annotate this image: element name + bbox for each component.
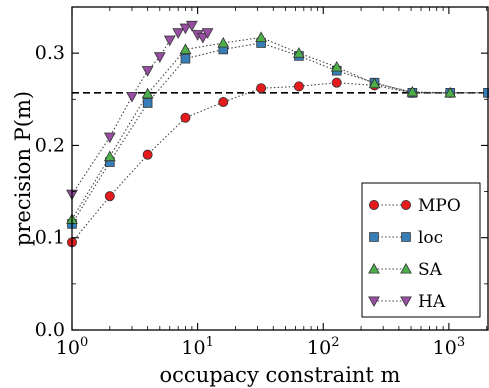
y-axis-label: precision P(m) bbox=[11, 91, 35, 246]
y-tick-label: 0.2 bbox=[35, 134, 65, 156]
legend-item-mpo: MPO bbox=[368, 196, 461, 216]
legend-item-loc: loc bbox=[369, 228, 443, 248]
data-point-ha bbox=[141, 66, 154, 77]
legend-item-ha: HA bbox=[368, 292, 446, 312]
y-tick-label: 0.1 bbox=[35, 227, 65, 249]
data-point-ha bbox=[153, 52, 166, 63]
data-point-mpo bbox=[256, 83, 267, 94]
data-point-ha bbox=[172, 28, 185, 39]
legend-marker-mpo bbox=[368, 199, 379, 210]
legend-label-loc: loc bbox=[418, 228, 443, 248]
data-point-ha bbox=[201, 28, 214, 39]
data-point-loc bbox=[142, 98, 153, 108]
legend-label-mpo: MPO bbox=[418, 196, 461, 216]
data-point-sa bbox=[141, 87, 154, 99]
data-point-mpo bbox=[218, 97, 229, 108]
data-point-sa bbox=[217, 36, 230, 48]
legend-marker-sa bbox=[368, 262, 380, 274]
data-point-sa bbox=[179, 43, 192, 55]
legend-marker-loc bbox=[369, 232, 379, 242]
legend-marker-loc bbox=[401, 232, 411, 242]
legend: MPO loc SA HA bbox=[361, 182, 481, 318]
data-point-ha bbox=[196, 32, 209, 44]
data-point-sa bbox=[293, 47, 305, 58]
series-line-loc bbox=[71, 42, 488, 225]
plot-frame bbox=[71, 6, 489, 331]
legend-label-ha: HA bbox=[418, 292, 446, 312]
series-sa bbox=[66, 31, 457, 224]
data-point-sa bbox=[444, 86, 457, 98]
data-point-sa bbox=[368, 77, 381, 89]
x-tick-label: 101 bbox=[181, 335, 213, 359]
y-tick-label: 0.0 bbox=[35, 319, 65, 341]
x-tick-label: 100 bbox=[56, 335, 88, 359]
legend-marker-ha bbox=[368, 296, 380, 308]
legend-item-sa: SA bbox=[368, 260, 443, 280]
data-point-sa bbox=[255, 31, 267, 43]
data-point-mpo bbox=[180, 112, 191, 123]
legend-marker-ha bbox=[400, 296, 412, 308]
data-point-ha bbox=[163, 35, 176, 47]
data-point-mpo bbox=[331, 77, 342, 88]
x-tick-label: 103 bbox=[433, 335, 465, 359]
series-ha bbox=[66, 20, 214, 201]
y-tick-label: 0.3 bbox=[35, 42, 65, 64]
data-point-ha bbox=[126, 91, 138, 103]
data-point-mpo bbox=[104, 191, 115, 202]
data-point-sa bbox=[330, 60, 343, 72]
legend-marker-sa bbox=[400, 262, 412, 274]
x-axis-label: occupacy constraint m bbox=[160, 363, 401, 387]
data-point-ha bbox=[186, 20, 198, 32]
data-point-sa bbox=[406, 85, 419, 97]
data-point-sa bbox=[103, 150, 116, 162]
data-point-ha bbox=[103, 132, 116, 144]
data-point-ha bbox=[179, 23, 192, 35]
data-point-loc bbox=[180, 53, 191, 64]
data-point-mpo bbox=[142, 149, 153, 160]
data-point-mpo bbox=[293, 81, 304, 92]
legend-marker-mpo bbox=[400, 199, 411, 210]
legend-label-sa: SA bbox=[418, 260, 443, 280]
x-tick-label: 102 bbox=[307, 335, 339, 359]
